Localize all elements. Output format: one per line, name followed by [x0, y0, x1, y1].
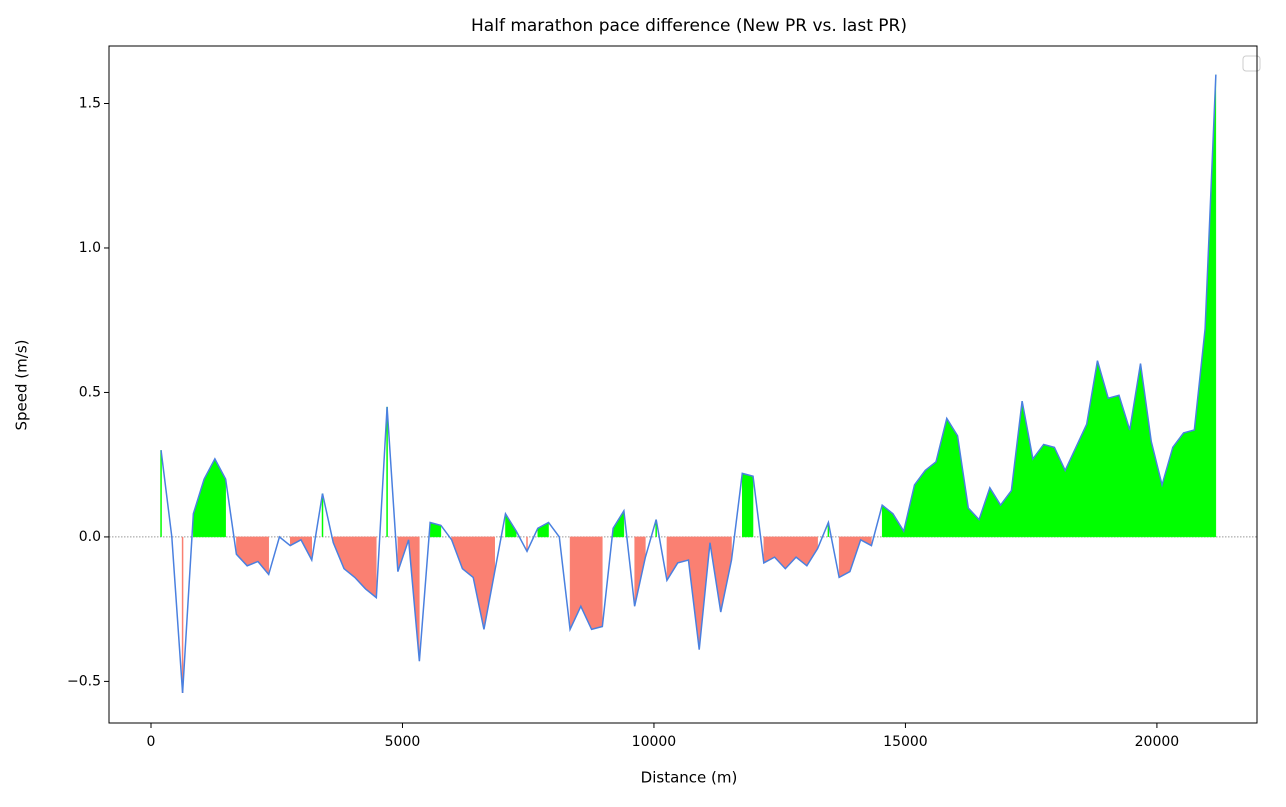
y-tick-label: 0.5 — [79, 384, 101, 400]
line — [160, 74, 1217, 694]
legend-box — [1242, 55, 1261, 72]
fill-neg — [333, 536, 377, 599]
chart-title: Half marathon pace difference (New PR vs… — [471, 16, 907, 36]
plot-frame — [108, 45, 1258, 724]
fill-pos — [881, 74, 1217, 538]
x-tick-label: 10000 — [632, 734, 677, 750]
x-tick-label: 15000 — [883, 734, 928, 750]
x-tick-label: 5000 — [385, 734, 421, 750]
fill-pos — [742, 473, 754, 538]
y-axis-label: Speed (m/s) — [13, 340, 31, 431]
y-tick-label: 1.0 — [79, 240, 101, 256]
y-tick-label: 1.5 — [79, 96, 101, 112]
fill-neg — [397, 536, 420, 662]
fill-neg — [666, 536, 732, 650]
x-tick-label: 0 — [147, 734, 156, 750]
x-tick-label: 20000 — [1135, 734, 1180, 750]
fill-neg — [569, 536, 603, 630]
y-tick-label: −0.5 — [67, 673, 101, 689]
x-axis-label: Distance (m) — [641, 769, 738, 787]
fill-neg — [451, 536, 495, 630]
y-tick-label: 0.0 — [79, 529, 101, 545]
